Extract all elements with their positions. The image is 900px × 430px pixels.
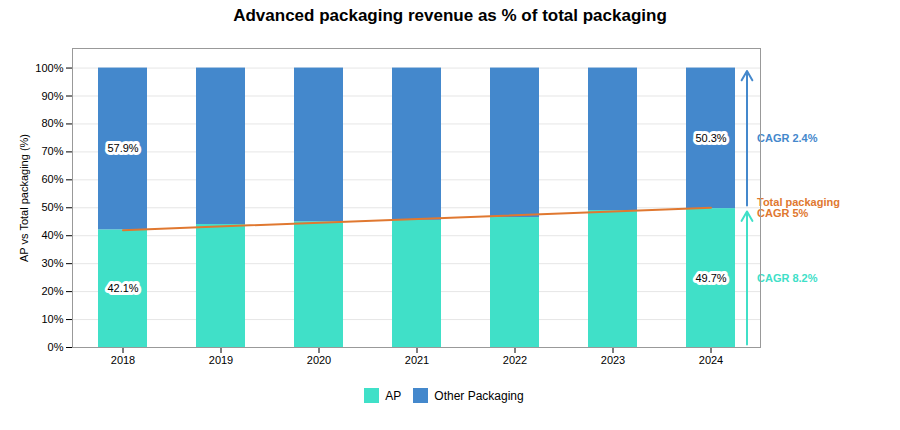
svg-text:0%: 0% bbox=[48, 341, 64, 353]
svg-text:10%: 10% bbox=[41, 313, 63, 325]
svg-text:2020: 2020 bbox=[307, 354, 331, 366]
svg-text:50.3%: 50.3% bbox=[695, 132, 726, 144]
html-text:AP: AP bbox=[385, 388, 402, 403]
svg-text:2021: 2021 bbox=[405, 354, 429, 366]
svg-text:Total packagingCAGR 5%: Total packagingCAGR 5% bbox=[757, 196, 840, 219]
svg-text:2019: 2019 bbox=[209, 354, 233, 366]
svg-text:49.7%: 49.7% bbox=[695, 272, 726, 284]
svg-text:2018: 2018 bbox=[111, 354, 135, 366]
svg-text:2022: 2022 bbox=[503, 354, 527, 366]
svg-text:42.1%: 42.1% bbox=[107, 282, 138, 294]
svg-text:50%: 50% bbox=[41, 201, 63, 213]
svg-text:30%: 30% bbox=[41, 257, 63, 269]
svg-text:60%: 60% bbox=[41, 173, 63, 185]
svg-text:CAGR 2.4%: CAGR 2.4% bbox=[757, 132, 818, 144]
svg-text:40%: 40% bbox=[41, 229, 63, 241]
svg-text:90%: 90% bbox=[41, 90, 63, 102]
html-text:Other Packaging: Other Packaging bbox=[434, 388, 524, 403]
html-text:Advanced packaging revenue as: Advanced packaging revenue as % of total… bbox=[233, 6, 667, 25]
svg-text:57.9%: 57.9% bbox=[107, 142, 138, 154]
svg-text:20%: 20% bbox=[41, 285, 63, 297]
svg-text:CAGR 8.2%: CAGR 8.2% bbox=[757, 272, 818, 284]
svg-text:100%: 100% bbox=[35, 62, 63, 74]
svg-text:2023: 2023 bbox=[601, 354, 625, 366]
svg-text:80%: 80% bbox=[41, 117, 63, 129]
svg-text:AP vs Total packaging (%): AP vs Total packaging (%) bbox=[18, 134, 30, 262]
svg-text:2024: 2024 bbox=[699, 354, 723, 366]
svg-text:70%: 70% bbox=[41, 145, 63, 157]
